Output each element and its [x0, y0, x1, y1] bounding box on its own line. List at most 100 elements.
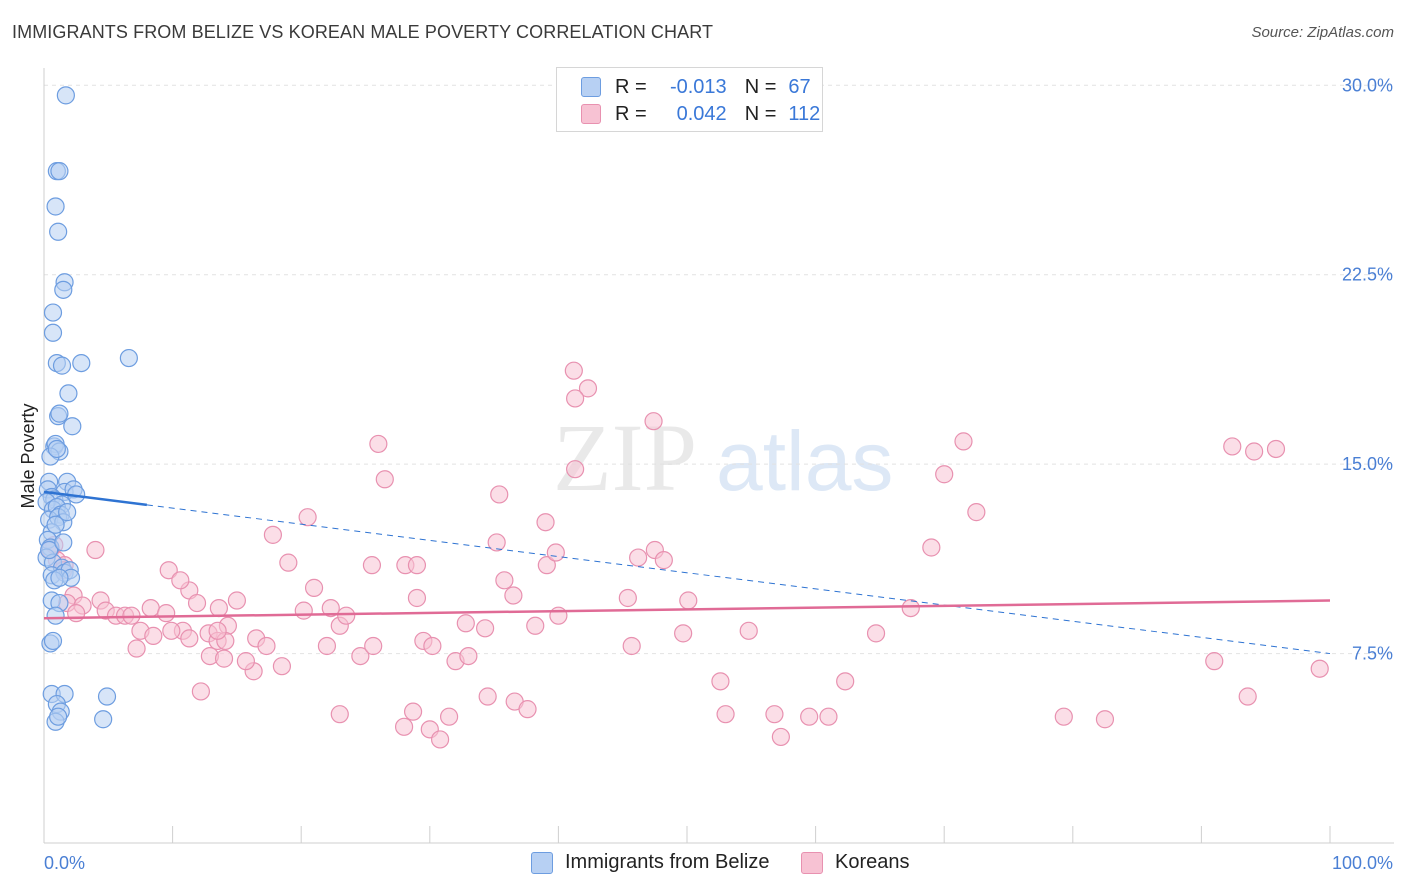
point-korean: [922, 538, 941, 557]
point-korean: [294, 601, 313, 620]
point-korean: [549, 606, 568, 625]
point-korean: [369, 434, 388, 454]
point-korean: [866, 624, 886, 643]
trend-line-koreans: [43, 599, 1331, 620]
point-korean: [1310, 659, 1329, 678]
point-korean: [191, 682, 210, 701]
point-belize: [58, 503, 77, 522]
point-belize: [54, 280, 73, 299]
point-korean: [679, 591, 698, 610]
point-korean: [836, 672, 855, 691]
legend-r-label: R =: [615, 102, 647, 125]
watermark-atlas: atlas: [716, 414, 893, 508]
point-korean: [566, 389, 585, 408]
point-korean: [67, 604, 86, 623]
point-korean: [566, 460, 585, 479]
point-korean: [564, 361, 583, 380]
point-korean: [518, 700, 537, 719]
point-belize: [63, 417, 82, 436]
point-korean: [1245, 442, 1264, 461]
point-korean: [716, 705, 735, 724]
point-belize: [56, 86, 75, 105]
y-tick-label: 7.5%: [1352, 644, 1393, 664]
point-belize: [46, 515, 65, 534]
series-legend: Immigrants from Belize Koreans: [0, 851, 1406, 879]
grid-lines: [44, 84, 1394, 655]
x-tick-labels: 0.0% 100.0%: [44, 853, 1393, 873]
point-korean: [1223, 437, 1242, 456]
point-korean: [157, 604, 176, 623]
point-korean: [1205, 652, 1224, 671]
stats-legend: R = -0.013 N = 67 R = 0.042 N = 112: [556, 67, 823, 132]
point-korean: [407, 556, 427, 575]
y-tick-labels: 7.5% 15.0% 22.5% 30.0%: [1342, 75, 1393, 663]
point-korean: [674, 624, 693, 643]
point-korean: [159, 561, 178, 580]
x-tick-label: 0.0%: [44, 853, 85, 873]
point-korean: [967, 503, 986, 522]
point-belize: [40, 540, 59, 560]
point-korean: [144, 626, 163, 645]
point-belize: [97, 687, 117, 706]
x-tick-label: 100.0%: [1332, 853, 1393, 873]
point-belize: [50, 568, 69, 587]
point-korean: [504, 586, 523, 605]
point-belize: [47, 439, 66, 459]
point-korean: [475, 619, 495, 638]
point-korean: [622, 636, 641, 656]
point-korean: [478, 687, 497, 706]
point-korean: [935, 465, 954, 484]
point-korean: [819, 707, 838, 726]
legend-swatch-belize: [581, 77, 601, 97]
point-belize: [94, 710, 113, 729]
point-korean: [407, 588, 427, 608]
trend-lines: [43, 490, 1331, 655]
legend-item-koreans[interactable]: Koreans: [801, 851, 910, 874]
point-korean: [439, 707, 459, 726]
legend-swatch-belize: [531, 851, 553, 874]
legend-swatch-koreans: [801, 851, 823, 874]
point-korean: [351, 646, 370, 666]
point-korean: [459, 646, 478, 666]
trend-line-belize-dashed: [146, 504, 1331, 655]
legend-r-label: R =: [615, 75, 647, 98]
y-tick-label: 22.5%: [1342, 265, 1393, 285]
point-korean: [127, 639, 146, 658]
point-korean: [765, 705, 784, 724]
legend-swatch-koreans: [581, 104, 601, 124]
point-korean: [490, 485, 509, 504]
point-korean: [537, 556, 556, 575]
point-korean: [800, 707, 819, 726]
point-korean: [578, 379, 598, 398]
point-korean: [317, 636, 337, 656]
point-korean: [279, 553, 298, 572]
y-tick-label: 15.0%: [1342, 454, 1393, 474]
point-korean: [430, 730, 450, 749]
point-korean: [298, 508, 317, 527]
point-korean: [618, 588, 637, 608]
point-korean: [546, 543, 565, 562]
point-belize: [119, 348, 138, 368]
legend-item-belize[interactable]: Immigrants from Belize: [531, 851, 770, 874]
point-korean: [209, 598, 228, 618]
point-korean: [954, 432, 973, 451]
point-korean: [180, 629, 199, 648]
point-korean: [901, 598, 920, 618]
point-belize: [43, 323, 63, 342]
y-axis-title: Male Poverty: [18, 403, 38, 508]
point-korean: [364, 636, 383, 656]
point-korean: [86, 540, 105, 560]
point-korean: [456, 614, 475, 633]
point-belize: [54, 533, 73, 552]
watermark: ZIP atlas: [553, 404, 893, 511]
point-belize: [52, 356, 72, 375]
source-credit: Source: ZipAtlas.com: [1251, 24, 1394, 41]
legend-r-value: 0.042: [676, 102, 727, 125]
point-korean: [526, 616, 545, 635]
point-belize: [46, 606, 65, 625]
chart-title: IMMIGRANTS FROM BELIZE VS KOREAN MALE PO…: [12, 22, 714, 42]
point-korean: [654, 551, 673, 570]
point-korean: [263, 525, 283, 544]
point-korean: [403, 702, 423, 721]
point-korean: [394, 717, 414, 736]
